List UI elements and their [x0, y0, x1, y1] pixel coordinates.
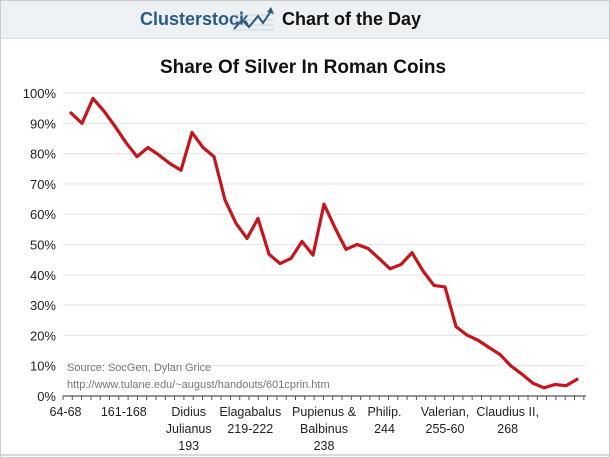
data-point [355, 243, 359, 246]
x-category-label-line: 161-168 [101, 405, 147, 419]
data-point [575, 377, 579, 381]
source-note: http://www.tulane.edu/~august/handouts/6… [67, 379, 330, 391]
x-category-label: 161-168 [101, 405, 147, 419]
data-point [157, 153, 161, 157]
x-category-label-line: Balbinus [300, 422, 348, 436]
bottom-divider [1, 454, 609, 456]
data-point [399, 263, 403, 266]
brand-name: Clusterstock [140, 9, 250, 29]
y-tick-label: 100% [23, 86, 57, 101]
data-point [432, 284, 436, 287]
data-point [476, 338, 480, 342]
data-point [267, 252, 271, 256]
data-point [311, 253, 315, 257]
data-point [124, 141, 128, 145]
data-point [102, 109, 106, 113]
data-point [168, 162, 172, 165]
data-point [278, 262, 282, 265]
data-point [509, 364, 513, 368]
data-point [256, 217, 260, 220]
x-category-label: Pupienus & Balbinus 238 [292, 405, 357, 453]
data-point [410, 251, 414, 255]
data-point [564, 384, 568, 388]
y-tick-label: 20% [30, 328, 56, 343]
x-category-label-line: Didius [171, 405, 206, 419]
data-point [179, 168, 183, 172]
header-tagline: Chart of the Day [282, 9, 422, 29]
data-point [113, 124, 117, 128]
data-point [553, 383, 557, 386]
y-tick-label: 40% [30, 268, 56, 283]
data-point [487, 346, 491, 349]
source-note: Source: SocGen, Dylan Grice [67, 362, 211, 374]
data-point [465, 333, 469, 337]
y-tick-label: 50% [30, 238, 56, 253]
x-category-label-line: 255-60 [426, 422, 465, 436]
x-category-label-line: 244 [374, 422, 395, 436]
data-point [333, 226, 337, 230]
chart-title: Share Of Silver In Roman Coins [160, 57, 446, 78]
x-category-label-line: Elagabalus [219, 405, 281, 419]
y-tick-label: 0% [37, 389, 56, 404]
data-point [135, 155, 139, 159]
data-point [366, 247, 370, 250]
data-point [201, 146, 205, 149]
data-point [80, 121, 84, 125]
data-point [498, 353, 502, 356]
y-tick-label: 30% [30, 298, 56, 313]
series-line [69, 96, 579, 390]
x-category-label-line: 193 [178, 439, 199, 453]
x-category-label: Valerian, 255-60 [421, 405, 469, 436]
x-category-label-line: Claudius II, [476, 405, 539, 419]
data-point [223, 198, 227, 202]
data-point [69, 111, 73, 115]
x-category-label-line: 238 [314, 439, 335, 453]
x-category-label: 64-68 [50, 405, 82, 419]
data-point [377, 257, 381, 260]
data-point [146, 146, 150, 149]
y-tick-label: 70% [30, 177, 56, 192]
x-category-label: Philip. 244 [367, 405, 401, 436]
data-point [289, 257, 293, 260]
data-point [212, 155, 216, 159]
data-point [300, 240, 304, 243]
data-point [520, 372, 524, 376]
x-category-label: Claudius II, 268 [476, 405, 539, 436]
x-category-label-line: 268 [497, 422, 518, 436]
data-point [344, 247, 348, 251]
data-point [322, 202, 326, 206]
header-banner: Clusterstock Chart of the Day [1, 1, 609, 39]
data-point [388, 267, 392, 271]
x-category-label: Didius Julianus 193 [166, 405, 212, 453]
data-point [542, 386, 546, 390]
x-category-label-line: Valerian, [421, 405, 469, 419]
data-point [454, 325, 458, 329]
y-tick-label: 80% [30, 147, 56, 162]
x-category-label-line: 219-222 [227, 422, 273, 436]
data-point [190, 130, 194, 134]
y-tick-label: 60% [30, 207, 56, 222]
data-point [421, 269, 425, 273]
y-tick-label: 90% [30, 116, 56, 131]
data-point [234, 221, 238, 225]
data-point [443, 285, 447, 289]
x-category-label-line: Julianus [166, 422, 212, 436]
x-category-label-line: Philip. [367, 405, 401, 419]
x-category-label-line: Pupienus & [292, 405, 357, 419]
x-category-label: Elagabalus 219-222 [219, 405, 281, 436]
data-point [245, 237, 249, 240]
data-point [531, 381, 535, 385]
data-point [91, 97, 95, 100]
rising-line-chart-icon [232, 7, 274, 31]
y-tick-label: 10% [30, 359, 56, 374]
x-category-label-line: 64-68 [50, 405, 82, 419]
